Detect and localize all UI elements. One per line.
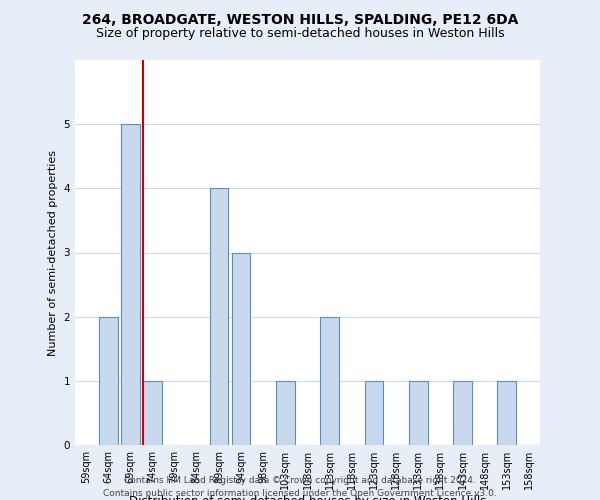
Bar [409,381,428,445]
Bar [143,381,162,445]
X-axis label: Distribution of semi-detached houses by size in Weston Hills: Distribution of semi-detached houses by … [129,494,486,500]
Bar [99,316,118,445]
Text: Contains HM Land Registry data © Crown copyright and database right 2024.
Contai: Contains HM Land Registry data © Crown c… [103,476,497,498]
Text: 264, BROADGATE, WESTON HILLS, SPALDING, PE12 6DA: 264, BROADGATE, WESTON HILLS, SPALDING, … [82,12,518,26]
Y-axis label: Number of semi-detached properties: Number of semi-detached properties [48,150,58,356]
Bar [232,252,250,445]
Bar [121,124,140,445]
Bar [320,316,339,445]
Bar [497,381,516,445]
Bar [453,381,472,445]
Text: Size of property relative to semi-detached houses in Weston Hills: Size of property relative to semi-detach… [95,28,505,40]
Bar [365,381,383,445]
Bar [209,188,229,445]
Bar [276,381,295,445]
